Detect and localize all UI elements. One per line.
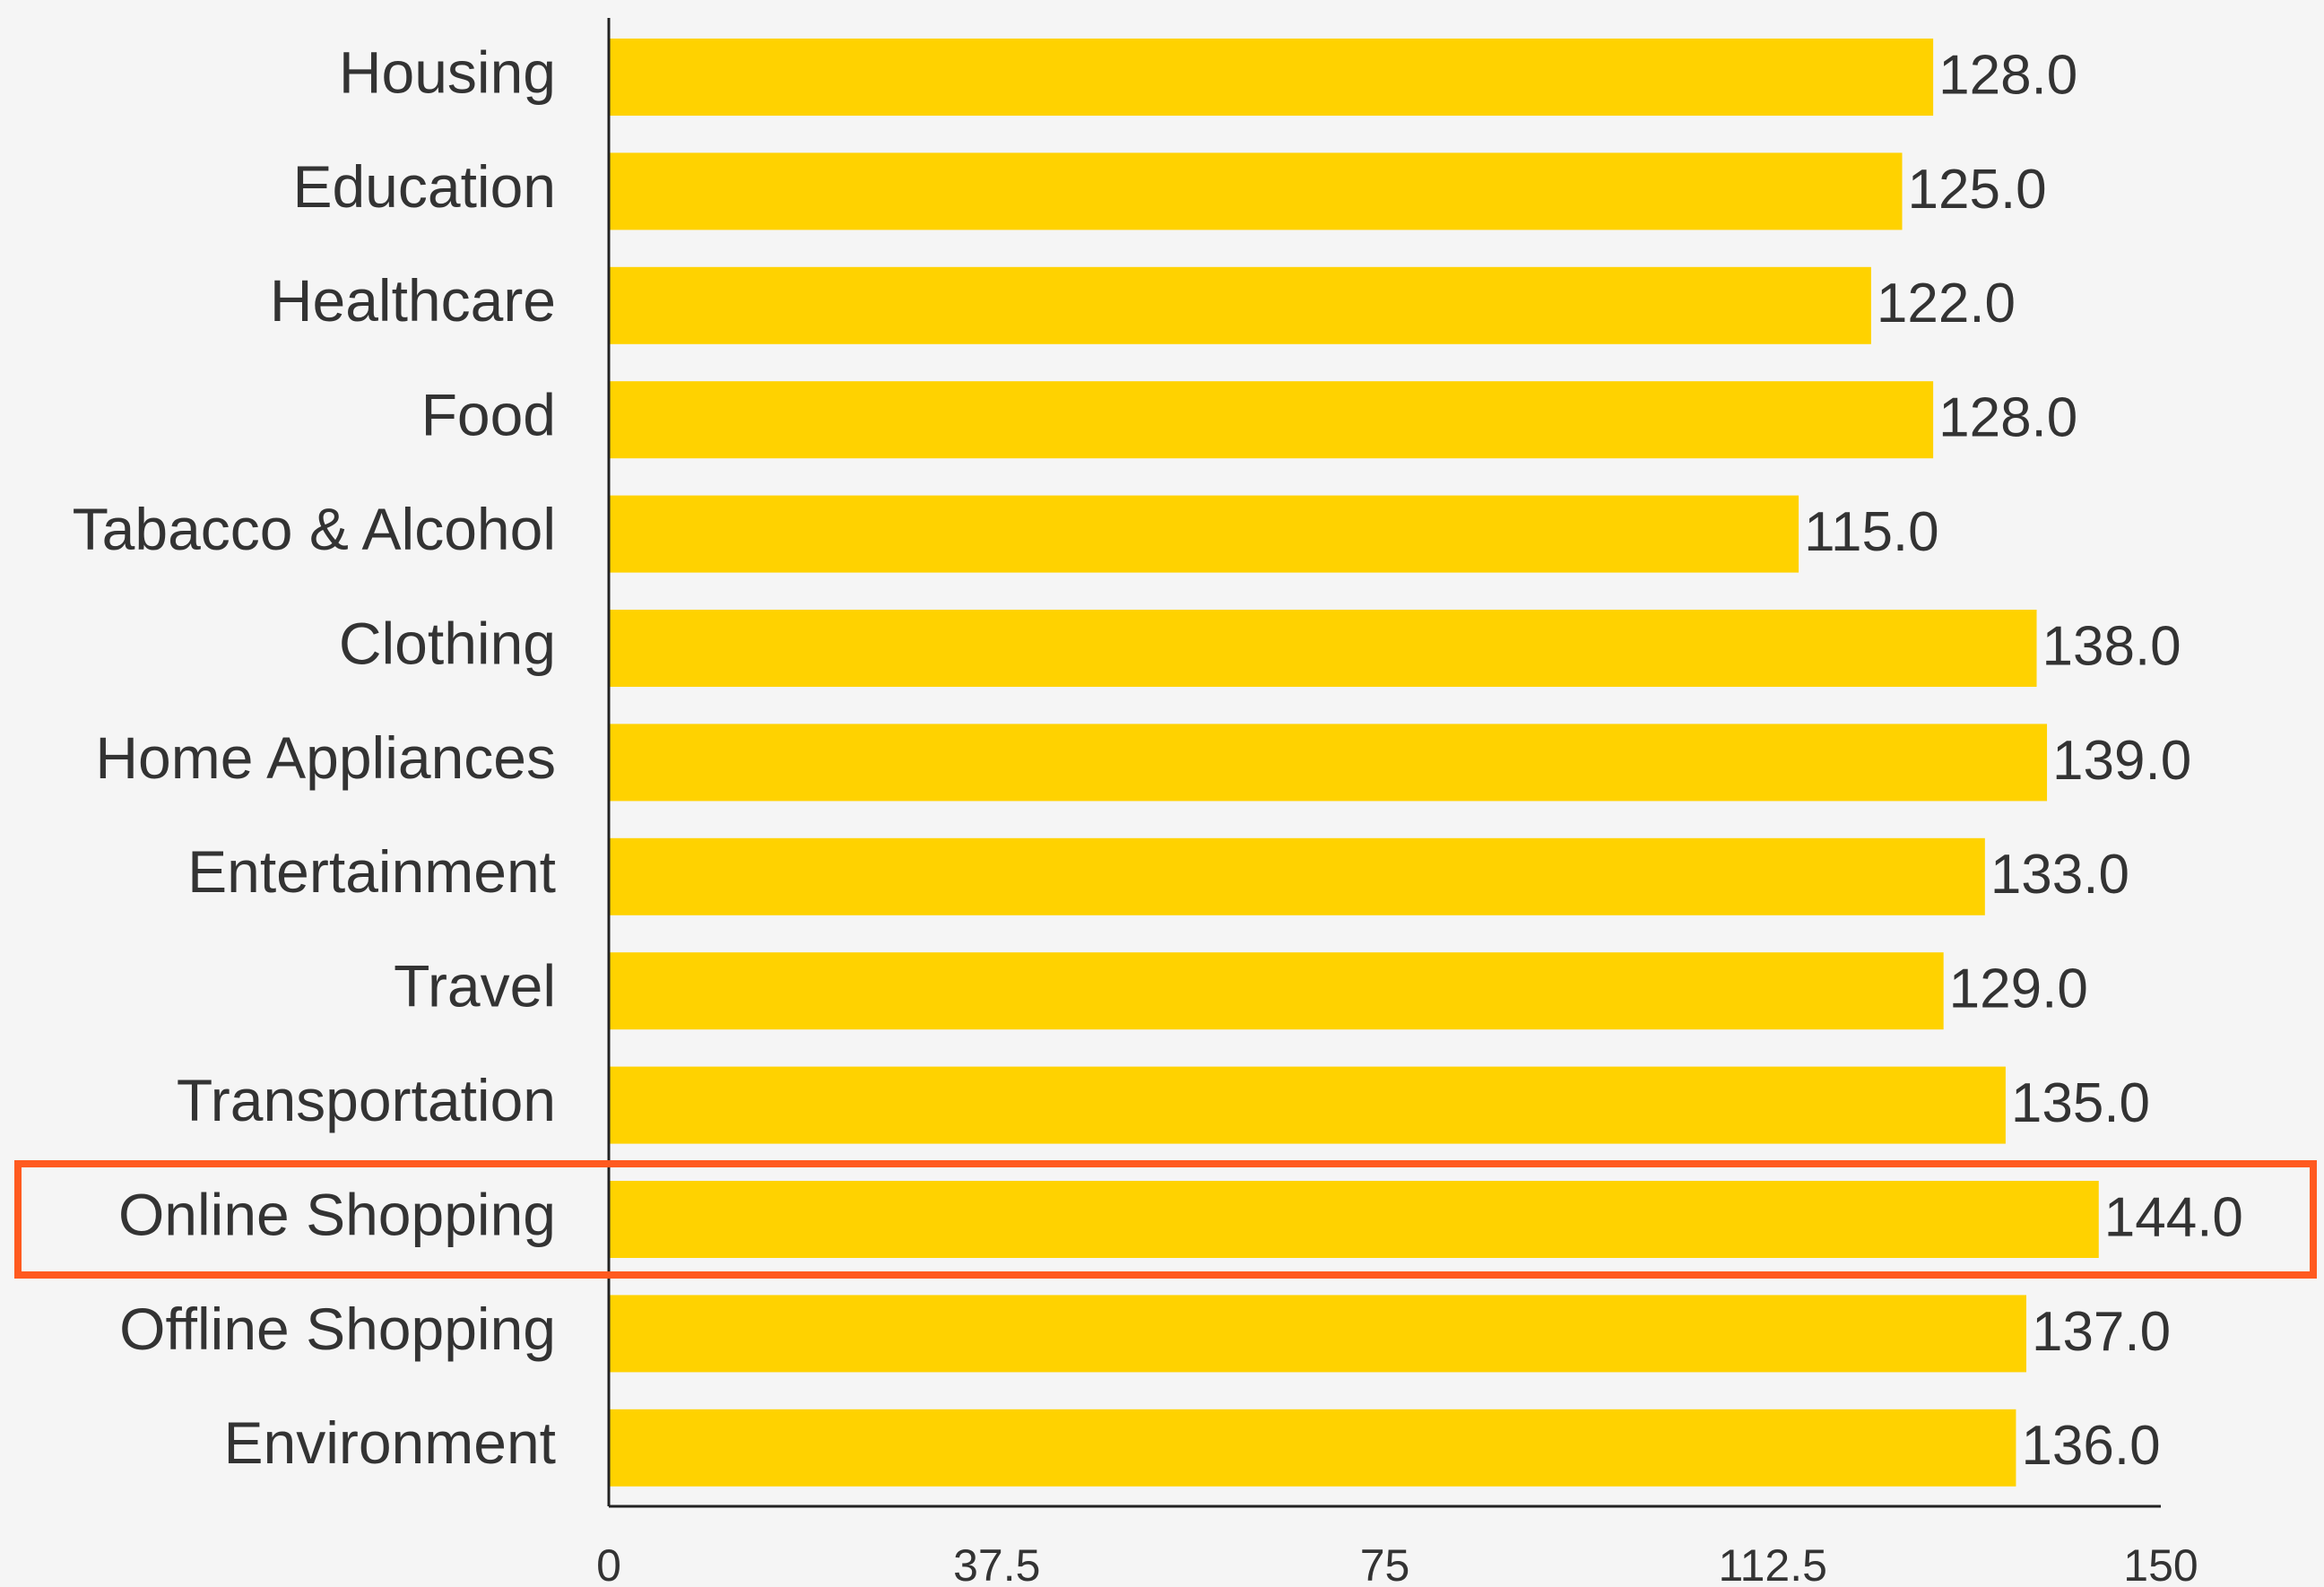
y-tick-label: Clothing	[339, 610, 556, 676]
y-tick-label: Food	[421, 382, 556, 448]
data-label: 136.0	[2021, 1415, 2160, 1477]
x-tick-label: 37.5	[953, 1540, 1040, 1587]
x-tick-label: 112.5	[1719, 1540, 1827, 1587]
y-tick-label: Environment	[223, 1409, 556, 1476]
bar	[609, 724, 2048, 802]
highlight-box	[14, 1160, 2317, 1279]
y-tick-label: Offline Shopping	[119, 1296, 556, 1362]
data-label: 115.0	[1804, 501, 1939, 563]
data-label: 138.0	[2042, 615, 2181, 677]
bar	[609, 381, 1934, 459]
y-tick-label: Transportation	[177, 1067, 556, 1133]
y-tick-label: Tabacco & Alcohol	[73, 496, 556, 562]
bar	[609, 39, 1934, 116]
x-tick-label: 0	[596, 1540, 621, 1587]
bar	[609, 1409, 2016, 1487]
bar	[609, 266, 1871, 344]
y-tick-label: Home Appliances	[95, 724, 556, 791]
y-tick-label: Housing	[339, 39, 556, 105]
bar	[609, 495, 1799, 573]
bar	[609, 610, 2037, 687]
data-label: 129.0	[1949, 958, 2088, 1020]
data-label: 128.0	[1938, 387, 2077, 449]
data-label: 128.0	[1938, 44, 2077, 106]
data-label: 122.0	[1877, 273, 2016, 334]
y-tick-label: Travel	[394, 953, 556, 1019]
y-tick-label: Education	[292, 153, 556, 220]
y-tick-label: Healthcare	[270, 267, 556, 334]
data-label: 125.0	[1908, 159, 2047, 221]
data-label: 144.0	[2104, 1186, 2243, 1248]
bar	[609, 837, 1985, 915]
x-tick-label: 150	[2123, 1540, 2198, 1587]
y-tick-label: Online Shopping	[118, 1181, 556, 1247]
data-label: 139.0	[2052, 730, 2191, 792]
bar	[609, 1066, 2006, 1144]
bar	[609, 152, 1903, 230]
bar	[609, 952, 1944, 1030]
data-label: 135.0	[2011, 1072, 2150, 1134]
data-label: 133.0	[1990, 844, 2129, 906]
bar	[609, 1295, 2026, 1373]
y-tick-label: Entertainment	[187, 838, 556, 905]
data-label: 137.0	[2032, 1301, 2171, 1363]
bar	[609, 1181, 2099, 1258]
x-tick-label: 75	[1360, 1540, 1410, 1587]
